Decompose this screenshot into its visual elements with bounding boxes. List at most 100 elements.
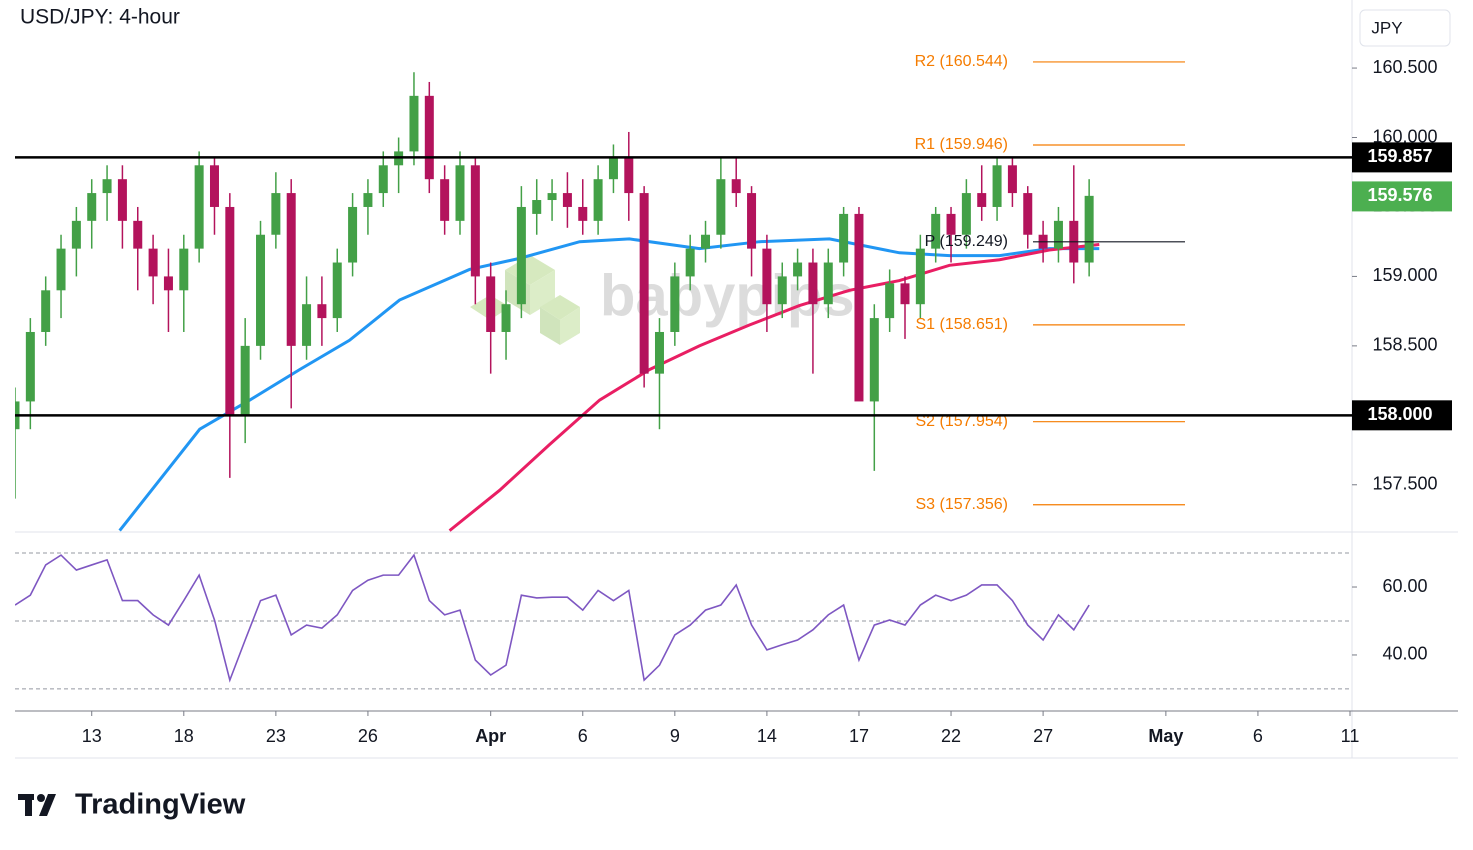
x-tick-label: 22 (941, 726, 961, 746)
pivot-label: S3 (157.356) (915, 496, 1008, 513)
rsi-plot (15, 552, 1352, 690)
candle-body (777, 276, 787, 305)
currency-label[interactable]: JPY (1371, 18, 1402, 37)
candle-body (961, 193, 971, 235)
candle-body (624, 158, 634, 194)
candle-body (747, 193, 757, 249)
candle-body (41, 290, 51, 332)
candle-body (532, 200, 542, 214)
candle-body (854, 213, 864, 402)
candle-body (931, 213, 941, 249)
candle-body (332, 262, 342, 319)
candle-body (516, 206, 526, 305)
x-tick-label: 23 (266, 726, 286, 746)
candle-body (163, 276, 173, 291)
candle-body (885, 283, 895, 319)
candle-body (56, 248, 66, 291)
candle-body (317, 304, 327, 319)
candle-body (946, 213, 956, 235)
price-plot: R2 (160.544) R1 (159.946) P (159.249) S1 (1… (15, 53, 1352, 532)
x-tick-label: Apr (475, 726, 506, 746)
candle-body (179, 248, 189, 291)
candle-body (209, 165, 219, 207)
level-tag-label: 159.857 (1367, 146, 1432, 166)
candle-body (1007, 165, 1017, 194)
candle-body (1023, 193, 1033, 235)
candle-body (977, 193, 987, 207)
level-tag (1352, 142, 1452, 173)
moving-average (448, 242, 1100, 532)
candle-body (194, 165, 204, 249)
candle-body (470, 165, 480, 277)
pivot-label: S2 (157.954) (915, 413, 1008, 430)
candle-body (701, 234, 711, 249)
x-tick-label: May (1148, 726, 1183, 746)
x-tick-label: 11 (1341, 726, 1360, 746)
y-tick-label: 160.000 (1372, 126, 1437, 146)
candle-body (424, 95, 434, 180)
candle-body (793, 262, 803, 277)
candle-body (839, 213, 849, 263)
axes: 157.500158.000158.500159.000159.500160.0… (82, 57, 1452, 746)
y-tick-label: 157.500 (1372, 474, 1437, 494)
candle-body (900, 283, 910, 305)
candle-body (117, 179, 127, 221)
x-tick-label: 6 (1253, 726, 1263, 746)
brand-name: TradingView (75, 789, 246, 821)
y-tick-label: 60.00 (1382, 576, 1427, 596)
candle-body (823, 262, 833, 305)
candle-body (716, 179, 726, 235)
candle-body (440, 179, 450, 221)
candle-body (992, 165, 1002, 207)
x-tick-label: 17 (849, 726, 869, 746)
y-tick-label: 40.00 (1382, 644, 1427, 664)
last-price-label: 159.576 (1367, 185, 1432, 205)
candle-body (240, 345, 250, 416)
candle-body (378, 165, 388, 194)
x-tick-label: 26 (358, 726, 378, 746)
candle-body (455, 165, 465, 221)
candle-body (593, 179, 603, 221)
candle-body (1084, 195, 1094, 263)
candle-body (608, 158, 618, 180)
candle-body (1053, 220, 1063, 249)
candle-body (302, 304, 312, 346)
pivot-label: R2 (160.544) (915, 53, 1008, 70)
candle-body (148, 248, 158, 277)
candle-body (654, 331, 664, 374)
candle-body (731, 179, 741, 194)
candle-body (409, 95, 419, 152)
candle-body (486, 276, 496, 332)
rsi-line (15, 553, 1090, 683)
currency-box[interactable] (1359, 9, 1451, 47)
pivot-label: P (159.249) (925, 233, 1008, 250)
level-tag (1352, 400, 1452, 431)
candle-body (869, 318, 879, 402)
candle-body (562, 193, 572, 207)
y-tick-label: 160.500 (1372, 57, 1437, 77)
pivot-label: S1 (158.651) (915, 316, 1008, 333)
candle-body (225, 206, 235, 416)
x-tick-label: 18 (174, 726, 194, 746)
y-tick-label: 159.000 (1372, 265, 1437, 285)
candle-body (271, 193, 281, 235)
candle-body (348, 206, 358, 263)
x-tick-label: 27 (1033, 726, 1053, 746)
y-tick-label: 158.500 (1372, 335, 1437, 355)
candle-body (363, 193, 373, 207)
candle-body (639, 193, 649, 374)
last-price-tag (1352, 181, 1452, 212)
x-tick-label: 6 (578, 726, 588, 746)
chart-title: USD/JPY: 4-hour (20, 6, 180, 29)
x-tick-label: 9 (670, 726, 680, 746)
candle-body (133, 220, 143, 249)
candle-body (501, 304, 511, 332)
candle-body (256, 234, 266, 346)
level-tag-label: 158.000 (1367, 404, 1432, 424)
candle-body (547, 193, 557, 201)
candle-body (685, 248, 695, 277)
brand-logo (18, 794, 56, 816)
candle-body (762, 248, 772, 305)
candle-body (71, 220, 81, 249)
